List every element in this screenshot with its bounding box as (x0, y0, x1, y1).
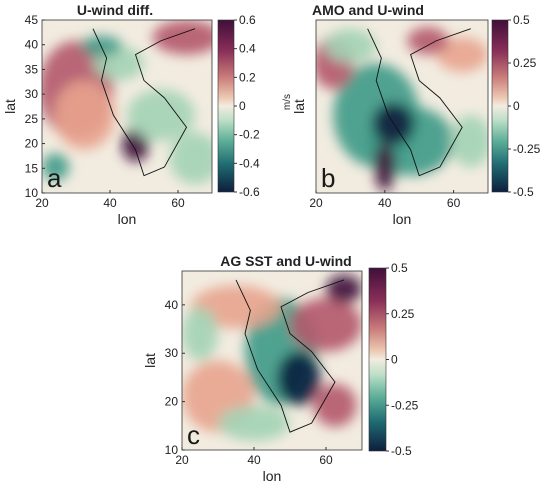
colorbar-tick-label: -0.6 (239, 185, 260, 199)
x-tick-label: 20 (175, 453, 189, 467)
colorbar-tick-label: -0.25 (391, 398, 419, 412)
field-blob (152, 20, 212, 55)
field-blob (182, 306, 218, 361)
field-blob (374, 142, 396, 192)
x-tick-label: 40 (247, 453, 261, 467)
chart-title: AMO and U-wind (312, 2, 424, 18)
field-blob (290, 297, 362, 352)
colorbar-tick-label: 0.6 (239, 13, 256, 27)
colorbar-unit: m/s (282, 94, 293, 110)
y-tick-label: 40 (25, 38, 39, 52)
colorbar-tick-label: 0.5 (391, 261, 408, 275)
y-axis-label: lat (291, 99, 307, 114)
coastline (367, 28, 471, 177)
y-tick-label: 20 (25, 137, 39, 151)
y-axis-label: lat (142, 353, 158, 368)
colorbar-tick-label: 0.25 (513, 56, 537, 70)
colorbar-tick-label: 0 (513, 99, 520, 113)
y-tick-label: 30 (165, 346, 179, 360)
y-tick-label: 20 (165, 395, 179, 409)
colorbar-tick-label: 0.4 (239, 42, 256, 56)
x-tick-label: 20 (309, 196, 323, 210)
chart-title: AG SST and U-wind (220, 253, 351, 269)
colorbar-tick-label: 0.2 (239, 70, 256, 84)
colorbar-tick-label: 0.5 (513, 13, 530, 27)
y-tick-label: 15 (25, 161, 39, 175)
x-tick-label: 60 (171, 196, 185, 210)
x-axis-label: lon (393, 211, 412, 227)
field-blob (407, 26, 449, 55)
field-blob (81, 35, 122, 57)
map-field (182, 271, 362, 450)
chart-title: U-wind diff. (77, 2, 153, 18)
field-blobs (42, 20, 212, 185)
x-axis-label: lon (263, 468, 282, 484)
y-tick-label: 30 (25, 87, 39, 101)
colorbar-tick-label: -0.5 (391, 444, 412, 458)
panel-a: U-wind diff. a 20 40 60 lon 10 15 20 25 30 35 40 45 la… (2, 2, 293, 227)
coastline (92, 28, 196, 177)
plot-frame (315, 19, 489, 194)
colorbar-tick-label: -0.25 (513, 142, 541, 156)
field-blob (53, 80, 116, 150)
x-tick-label: 40 (103, 196, 117, 210)
y-axis-label: lat (2, 99, 18, 114)
colorbar-tick-label: 0 (391, 353, 398, 367)
field-blobs (182, 274, 362, 442)
field-blob (218, 405, 290, 442)
field-blob (326, 274, 362, 304)
panel-label: a (47, 163, 62, 193)
y-tick-label: 10 (165, 443, 179, 457)
x-tick-label: 60 (447, 196, 461, 210)
panel-label: b (321, 163, 335, 193)
y-tick-label: 45 (25, 13, 39, 27)
plot-frame (181, 270, 363, 451)
x-tick-label: 40 (378, 196, 392, 210)
field-blob (313, 383, 357, 427)
field-blob (436, 37, 488, 72)
x-axis-label: lon (118, 211, 137, 227)
panel-b: AMO and U-wind b 20 40 60 lon lat 0.5 0.25 0 -0.25… (291, 2, 541, 227)
y-tick-label: 40 (165, 298, 179, 312)
y-tick-label: 25 (25, 112, 39, 126)
field-blob (42, 153, 70, 181)
x-tick-label: 20 (35, 196, 49, 210)
colorbar-tick-label: 0.25 (391, 307, 415, 321)
colorbar-tick-label: -0.5 (513, 185, 534, 199)
plot-frame (41, 19, 213, 194)
field-blob (324, 28, 377, 64)
colorbar-tick-label: 0 (239, 99, 246, 113)
colorbar (217, 19, 235, 193)
field-blob (277, 351, 321, 406)
coastline (235, 279, 345, 433)
panel-label: c (187, 420, 200, 450)
field-blob (127, 89, 195, 142)
map-field (316, 20, 488, 193)
colorbar-tick-label: -0.2 (239, 128, 260, 142)
y-tick-label: 35 (25, 62, 39, 76)
colorbar-tick-label: -0.4 (239, 156, 260, 170)
colorbar (368, 267, 387, 452)
y-tick-label: 10 (25, 186, 39, 200)
field-blob (450, 115, 488, 168)
x-tick-label: 60 (319, 453, 333, 467)
field-blob (169, 132, 212, 185)
colorbar (491, 19, 509, 193)
map-field (42, 20, 212, 193)
